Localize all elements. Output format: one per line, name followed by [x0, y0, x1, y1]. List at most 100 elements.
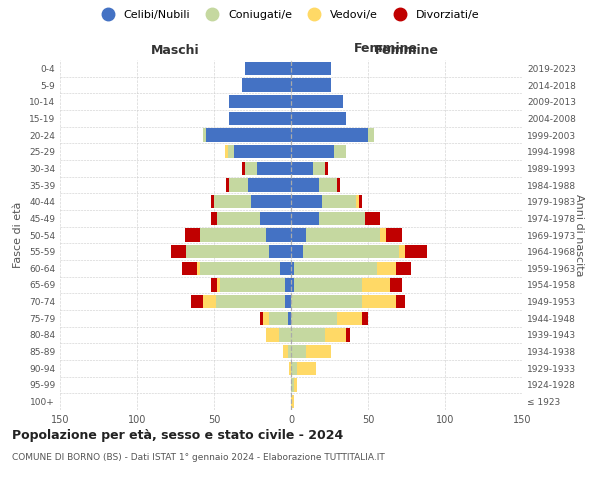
Bar [291, 262, 294, 275]
Bar [362, 312, 368, 325]
Bar [285, 278, 291, 291]
Bar [288, 312, 291, 325]
Bar [346, 328, 350, 342]
Bar [228, 145, 234, 158]
Bar [211, 212, 217, 225]
Text: Maschi: Maschi [151, 44, 200, 58]
Bar [234, 145, 291, 158]
Bar [203, 128, 206, 141]
Bar [242, 78, 291, 92]
Bar [389, 278, 402, 291]
Bar [291, 278, 294, 291]
Bar [211, 278, 217, 291]
Bar [359, 195, 362, 208]
Bar [291, 62, 331, 75]
Bar [291, 312, 337, 325]
Bar [206, 128, 291, 141]
Bar [245, 62, 291, 75]
Y-axis label: Fasce di età: Fasce di età [13, 202, 23, 268]
Bar [291, 178, 319, 192]
Bar [191, 295, 203, 308]
Bar [291, 228, 307, 241]
Bar [248, 178, 291, 192]
Bar [283, 345, 288, 358]
Bar [399, 245, 405, 258]
Bar [291, 328, 325, 342]
Bar [186, 245, 269, 258]
Bar [291, 128, 368, 141]
Text: Femmine: Femmine [354, 42, 418, 55]
Bar [215, 295, 285, 308]
Bar [396, 295, 405, 308]
Bar [307, 345, 331, 358]
Bar [294, 378, 297, 392]
Bar [356, 195, 359, 208]
Bar [380, 228, 386, 241]
Bar [322, 195, 356, 208]
Bar [251, 195, 291, 208]
Bar [226, 178, 229, 192]
Bar [171, 245, 186, 258]
Legend: Celibi/Nubili, Coniugati/e, Vedovi/e, Divorziati/e: Celibi/Nubili, Coniugati/e, Vedovi/e, Di… [92, 6, 484, 25]
Text: Femmine: Femmine [374, 44, 439, 58]
Bar [362, 295, 396, 308]
Bar [229, 178, 248, 192]
Y-axis label: Anni di nascita: Anni di nascita [574, 194, 584, 276]
Bar [220, 278, 285, 291]
Bar [285, 295, 291, 308]
Bar [291, 378, 294, 392]
Bar [291, 78, 331, 92]
Bar [278, 328, 291, 342]
Bar [291, 295, 362, 308]
Bar [377, 262, 396, 275]
Bar [334, 145, 346, 158]
Bar [304, 245, 399, 258]
Bar [260, 212, 291, 225]
Bar [200, 228, 266, 241]
Bar [319, 212, 365, 225]
Bar [396, 262, 411, 275]
Bar [297, 362, 316, 375]
Bar [362, 278, 389, 291]
Bar [294, 262, 377, 275]
Bar [325, 328, 346, 342]
Bar [337, 178, 340, 192]
Bar [294, 278, 362, 291]
Bar [291, 95, 343, 108]
Bar [368, 128, 374, 141]
Bar [291, 395, 294, 408]
Bar [260, 312, 263, 325]
Bar [185, 228, 200, 241]
Bar [289, 362, 291, 375]
Bar [307, 228, 380, 241]
Bar [269, 312, 288, 325]
Bar [182, 262, 197, 275]
Bar [291, 345, 307, 358]
Bar [214, 195, 251, 208]
Bar [225, 145, 228, 158]
Bar [245, 162, 257, 175]
Bar [291, 145, 334, 158]
Bar [217, 278, 220, 291]
Bar [386, 228, 402, 241]
Bar [288, 345, 291, 358]
Bar [257, 162, 291, 175]
Bar [242, 162, 245, 175]
Bar [313, 162, 325, 175]
Bar [337, 312, 362, 325]
Bar [211, 195, 214, 208]
Bar [269, 245, 291, 258]
Bar [325, 162, 328, 175]
Bar [291, 362, 297, 375]
Bar [229, 112, 291, 125]
Bar [319, 178, 337, 192]
Text: COMUNE DI BORNO (BS) - Dati ISTAT 1° gennaio 2024 - Elaborazione TUTTITALIA.IT: COMUNE DI BORNO (BS) - Dati ISTAT 1° gen… [12, 454, 385, 462]
Bar [266, 328, 278, 342]
Bar [365, 212, 380, 225]
Bar [263, 312, 269, 325]
Text: Popolazione per età, sesso e stato civile - 2024: Popolazione per età, sesso e stato civil… [12, 430, 343, 442]
Bar [229, 95, 291, 108]
Bar [217, 212, 260, 225]
Bar [291, 245, 304, 258]
Bar [266, 228, 291, 241]
